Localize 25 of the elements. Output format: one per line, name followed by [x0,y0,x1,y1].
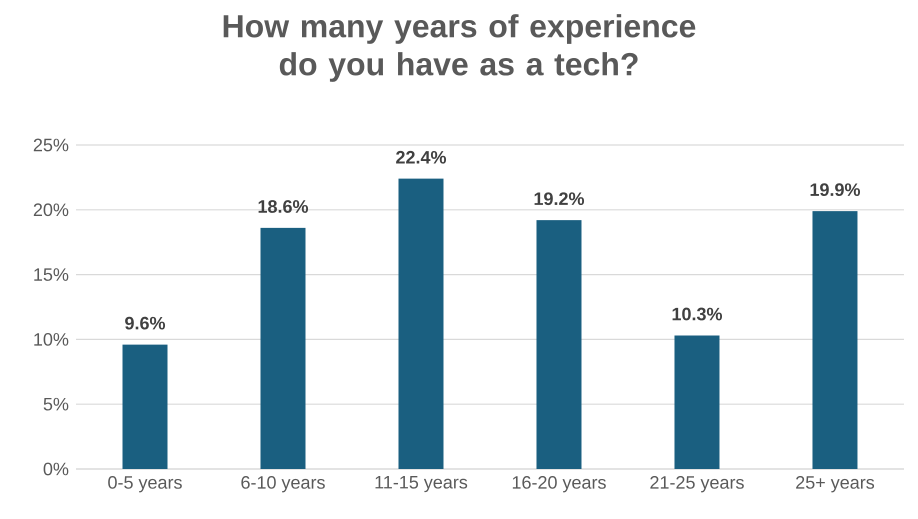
bar [674,336,720,469]
data-label: 22.4% [396,150,446,164]
y-tick-label: 10% [34,333,68,346]
bar [536,220,582,469]
y-tick-label: 15% [34,268,68,281]
data-label: 19.9% [810,183,860,196]
x-tick-label: 16-20 years [512,476,606,492]
y-tick-label: 25% [34,138,68,152]
data-label: 9.6% [125,316,166,330]
bar [260,228,306,469]
bar [398,178,444,469]
data-label: 10.3% [672,308,722,320]
y-tick-label: 20% [34,203,68,216]
x-tick-label: 21-25 years [650,476,744,492]
x-tick-label: 0-5 years [108,476,182,492]
x-tick-label: 25+ years [796,476,874,492]
y-tick-label: 5% [44,398,68,411]
x-tick-label: 6-10 years [241,476,325,492]
bar [122,344,168,469]
data-label: 18.6% [258,200,308,213]
bar [812,211,858,469]
data-label: 19.2% [534,192,584,206]
chart-title: How many years of experience do you have as a tech? [224,14,696,82]
x-tick-label: 11-15 years [376,476,468,492]
y-tick-label: 0% [44,462,68,476]
